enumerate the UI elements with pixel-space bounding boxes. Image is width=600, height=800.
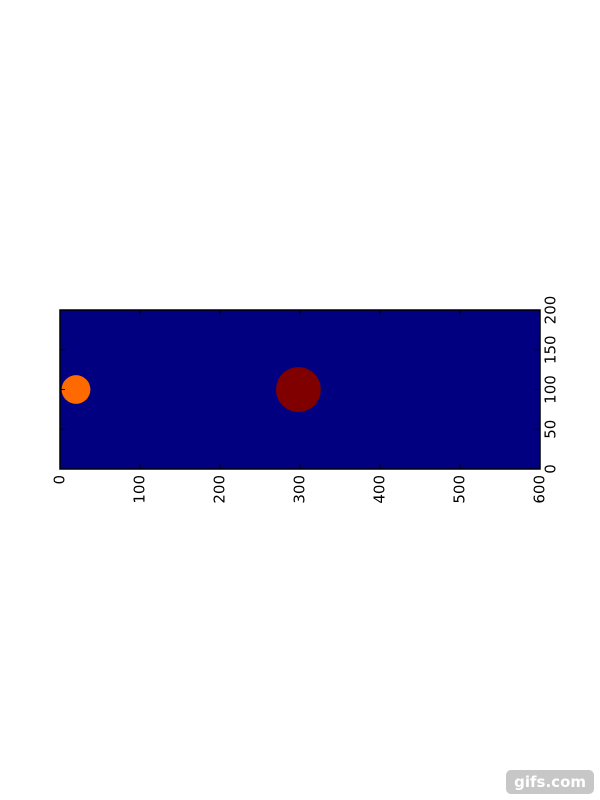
data-point-1 [61, 375, 91, 404]
x-tick-label: 0 [51, 475, 69, 485]
x-tick-label: 600 [531, 475, 549, 504]
y-tick-label: 150 [542, 335, 560, 364]
x-tick-label: 200 [211, 475, 229, 504]
y-axis-ticks: 0 50 100 150 200 [60, 296, 560, 474]
y-tick-label: 200 [542, 296, 560, 325]
x-axis-ticks: 0 100 200 300 400 500 600 [51, 310, 549, 504]
x-tick-label: 500 [451, 475, 469, 504]
x-tick-label: 300 [291, 475, 309, 504]
gifs-watermark[interactable]: gifs.com [506, 770, 594, 794]
y-tick-label: 100 [542, 375, 560, 404]
y-tick-label: 50 [542, 420, 560, 439]
data-points [61, 367, 321, 412]
x-tick-label: 400 [371, 475, 389, 504]
x-tick-label: 100 [131, 475, 149, 504]
y-tick-label: 0 [542, 464, 560, 474]
data-point-2 [276, 367, 321, 412]
